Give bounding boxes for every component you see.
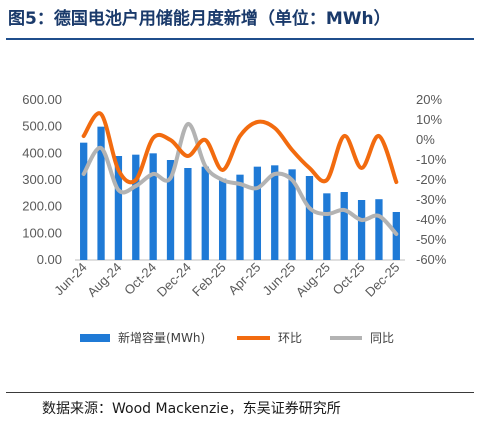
bar xyxy=(166,160,175,260)
y-left-tick-label: 500.00 xyxy=(22,119,62,134)
y-right-tick-label: 0% xyxy=(416,132,435,147)
y-left-tick-label: 200.00 xyxy=(22,199,62,214)
bar xyxy=(80,142,88,260)
legend-swatch-bar xyxy=(80,334,110,342)
y-left-tick-label: 300.00 xyxy=(22,172,62,187)
x-tick-label: Oct-25 xyxy=(330,260,368,298)
mom-series-line xyxy=(81,111,399,185)
bar xyxy=(357,200,366,260)
legend-label-yoy: 同比 xyxy=(370,331,394,345)
bar xyxy=(375,199,383,260)
yoy-series-line xyxy=(81,121,399,236)
bar xyxy=(132,154,140,260)
x-tick-label: Apr-25 xyxy=(225,260,263,298)
x-tick-label: Aug-24 xyxy=(84,260,124,300)
bar xyxy=(253,166,262,260)
y-right-tick-label: -10% xyxy=(416,152,447,167)
bar xyxy=(323,193,331,260)
page-title: 图5：德国电池户用储能月度新增（单位：MWh） xyxy=(8,9,391,29)
y-right-tick-label: -60% xyxy=(416,252,447,267)
source-note: 数据来源：Wood Mackenzie，东吴证券研究所 xyxy=(42,401,341,417)
bar xyxy=(236,174,244,260)
y-right-tick-label: 20% xyxy=(416,92,442,107)
x-tick-label: Oct-24 xyxy=(121,260,159,298)
bar xyxy=(149,153,157,260)
bar xyxy=(305,176,314,260)
y-right-tick-label: -20% xyxy=(416,172,447,187)
bar xyxy=(97,126,105,261)
bar xyxy=(218,178,227,260)
y-right-tick-label: -30% xyxy=(416,192,447,207)
x-tick-label: Feb-25 xyxy=(189,260,229,300)
y-left-tick-label: 0.00 xyxy=(37,252,62,267)
y-left-tick-label: 100.00 xyxy=(22,225,62,240)
title-divider xyxy=(6,38,474,40)
legend-label-mom: 环比 xyxy=(278,331,302,345)
y-right-tick-label: -50% xyxy=(416,232,447,247)
y-right-tick-label: -40% xyxy=(416,212,447,227)
y-right-tick-label: 10% xyxy=(416,112,442,127)
x-tick-label: Jun-25 xyxy=(260,260,299,299)
bar xyxy=(271,165,279,260)
bar xyxy=(340,192,348,260)
source-divider xyxy=(6,392,474,393)
x-tick-label: Dec-25 xyxy=(362,260,402,300)
bar xyxy=(114,156,123,260)
bar xyxy=(288,169,296,260)
legend-label-bar: 新增容量(MWh) xyxy=(118,330,205,345)
x-tick-label: Dec-24 xyxy=(154,260,194,300)
x-tick-label: Aug-25 xyxy=(293,260,333,300)
y-left-tick-label: 400.00 xyxy=(22,145,62,160)
bar xyxy=(184,168,192,260)
y-left-tick-label: 600.00 xyxy=(22,92,62,107)
bar xyxy=(201,166,209,260)
